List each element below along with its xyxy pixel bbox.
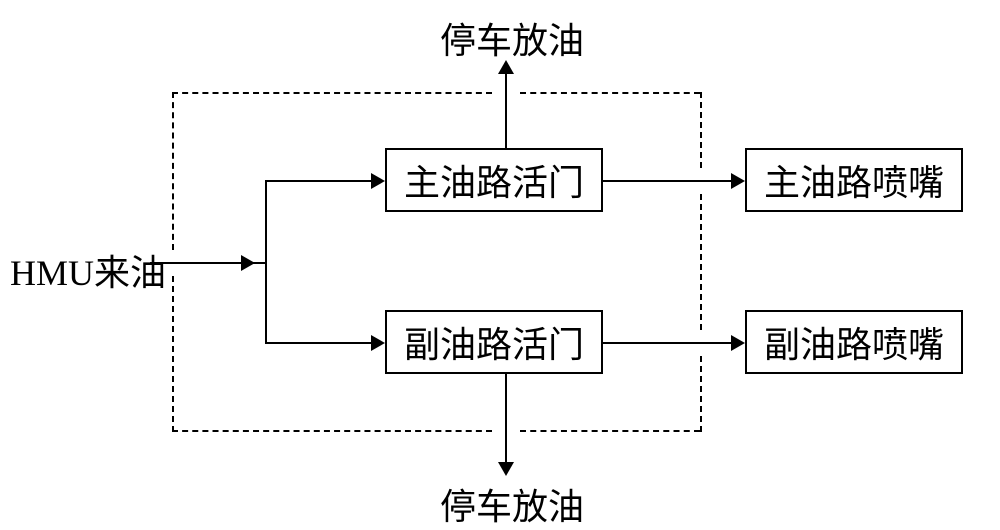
dash-right-mid	[700, 194, 702, 330]
hmu-input-label: HMU来油	[10, 244, 166, 296]
aux-valve-label: 副油路活门	[404, 316, 584, 368]
dash-bottom-right	[520, 430, 700, 432]
aux-nozzle-line	[603, 342, 733, 344]
aux-drain-line	[505, 374, 507, 464]
main-valve-box: 主油路活门	[385, 148, 603, 212]
dash-right-bottom	[700, 356, 702, 432]
dash-top-right	[520, 92, 700, 94]
aux-nozzle-label: 副油路喷嘴	[764, 316, 944, 368]
aux-valve-box: 副油路活门	[385, 310, 603, 374]
aux-valve-in-arrow	[371, 335, 385, 351]
hmu-line	[150, 262, 245, 264]
aux-drain-arrow	[498, 462, 514, 476]
dash-bottom-left	[172, 430, 492, 432]
main-valve-label: 主油路活门	[404, 154, 584, 206]
aux-nozzle-box: 副油路喷嘴	[745, 310, 963, 374]
main-drain-arrow	[498, 60, 514, 74]
main-nozzle-box: 主油路喷嘴	[745, 148, 963, 212]
main-nozzle-line	[603, 180, 733, 182]
lower-branch	[265, 342, 373, 344]
hmu-to-split	[253, 262, 267, 264]
dash-left-top	[172, 92, 174, 250]
top-drain-label: 停车放油	[440, 12, 584, 64]
dash-right-top	[700, 92, 702, 168]
main-drain-line	[505, 72, 507, 148]
dash-top-left	[172, 92, 492, 94]
upper-branch	[265, 180, 373, 182]
aux-nozzle-arrow	[731, 335, 745, 351]
main-valve-in-arrow	[371, 173, 385, 189]
main-nozzle-arrow	[731, 173, 745, 189]
main-nozzle-label: 主油路喷嘴	[764, 154, 944, 206]
dash-left-bottom	[172, 276, 174, 432]
bottom-drain-label: 停车放油	[440, 478, 584, 530]
